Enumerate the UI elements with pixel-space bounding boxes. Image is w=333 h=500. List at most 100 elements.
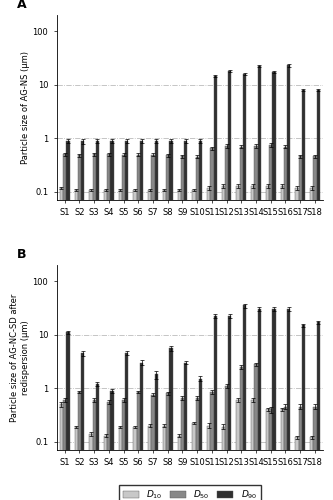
- Bar: [134, 190, 137, 500]
- Legend: $D_{10}$, $D_{50}$, $D_{90}$: $D_{10}$, $D_{50}$, $D_{90}$: [119, 485, 261, 500]
- Bar: [228, 316, 231, 500]
- Bar: [140, 362, 143, 500]
- Bar: [258, 309, 261, 500]
- Bar: [302, 90, 305, 500]
- Bar: [243, 306, 246, 500]
- Bar: [81, 353, 84, 500]
- Bar: [295, 188, 299, 500]
- Bar: [125, 353, 129, 500]
- Bar: [119, 190, 122, 500]
- Bar: [207, 188, 210, 500]
- Bar: [181, 398, 184, 500]
- Bar: [213, 76, 217, 500]
- Bar: [63, 400, 66, 500]
- Bar: [66, 332, 70, 500]
- Bar: [60, 188, 63, 500]
- Bar: [104, 436, 107, 500]
- Bar: [163, 190, 166, 500]
- Bar: [240, 146, 243, 500]
- Bar: [302, 325, 305, 500]
- Bar: [137, 392, 140, 500]
- Bar: [177, 436, 181, 500]
- Bar: [181, 156, 184, 500]
- Bar: [284, 406, 287, 500]
- Text: B: B: [17, 248, 26, 261]
- Bar: [134, 427, 137, 500]
- Bar: [266, 410, 269, 500]
- Bar: [272, 72, 276, 500]
- Bar: [251, 186, 254, 500]
- Bar: [284, 146, 287, 500]
- Y-axis label: Particle size of AG-NS (μm): Particle size of AG-NS (μm): [21, 51, 30, 164]
- Bar: [155, 141, 158, 500]
- Bar: [111, 141, 114, 500]
- Bar: [140, 141, 143, 500]
- Bar: [287, 309, 290, 500]
- Bar: [125, 140, 129, 500]
- Bar: [177, 190, 181, 500]
- Bar: [299, 406, 302, 500]
- Bar: [272, 309, 276, 500]
- Bar: [295, 438, 299, 500]
- Bar: [122, 400, 125, 500]
- Bar: [199, 141, 202, 500]
- Y-axis label: Particle size of AG-NC-SD after
redispersion (μm): Particle size of AG-NC-SD after redisper…: [10, 294, 30, 422]
- Bar: [93, 154, 96, 500]
- Text: A: A: [17, 0, 26, 12]
- Bar: [199, 378, 202, 500]
- Bar: [75, 427, 78, 500]
- Bar: [299, 156, 302, 500]
- Bar: [236, 400, 240, 500]
- Bar: [254, 146, 258, 500]
- Bar: [107, 402, 111, 500]
- Bar: [148, 426, 152, 500]
- Bar: [66, 140, 70, 500]
- Bar: [195, 398, 199, 500]
- Bar: [210, 392, 213, 500]
- Bar: [254, 364, 258, 500]
- Bar: [60, 404, 63, 500]
- Bar: [210, 148, 213, 500]
- Bar: [222, 186, 225, 500]
- Bar: [192, 190, 195, 500]
- Bar: [287, 66, 290, 500]
- Bar: [269, 410, 272, 500]
- Bar: [107, 154, 111, 500]
- Bar: [269, 145, 272, 500]
- Bar: [243, 74, 246, 500]
- Bar: [313, 156, 317, 500]
- Bar: [251, 400, 254, 500]
- Bar: [281, 186, 284, 500]
- Bar: [195, 157, 199, 500]
- Bar: [122, 155, 125, 500]
- Bar: [317, 90, 320, 500]
- Bar: [155, 374, 158, 500]
- Bar: [207, 426, 210, 500]
- Bar: [310, 438, 313, 500]
- Bar: [236, 186, 240, 500]
- Bar: [258, 66, 261, 500]
- Bar: [119, 427, 122, 500]
- Bar: [184, 141, 187, 500]
- Bar: [163, 426, 166, 500]
- Bar: [169, 141, 172, 500]
- Bar: [213, 316, 217, 500]
- Bar: [81, 142, 84, 500]
- Bar: [137, 155, 140, 500]
- Bar: [152, 155, 155, 500]
- Bar: [166, 394, 169, 500]
- Bar: [152, 395, 155, 500]
- Bar: [93, 400, 96, 500]
- Bar: [148, 190, 152, 500]
- Bar: [78, 156, 81, 500]
- Bar: [169, 348, 172, 500]
- Bar: [240, 367, 243, 500]
- Bar: [75, 190, 78, 500]
- Bar: [184, 362, 187, 500]
- Bar: [96, 141, 99, 500]
- Bar: [111, 390, 114, 500]
- Bar: [222, 427, 225, 500]
- Bar: [192, 424, 195, 500]
- Bar: [266, 186, 269, 500]
- Bar: [166, 156, 169, 500]
